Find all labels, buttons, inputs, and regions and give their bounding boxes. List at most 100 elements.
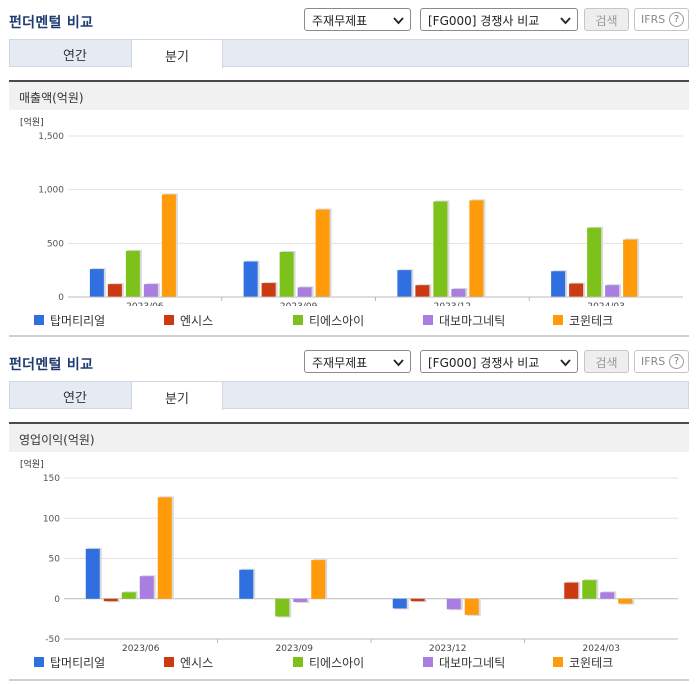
bar <box>446 598 461 610</box>
bar <box>315 209 330 297</box>
statement-type-value: 주재무제표 <box>312 356 368 370</box>
statement-type-select[interactable]: 주재무제표 <box>304 350 411 373</box>
legend-label: 엔시스 <box>180 656 214 670</box>
tab-annual[interactable]: 연간 <box>63 49 87 64</box>
statement-type-value: 주재무제표 <box>312 14 368 28</box>
bar <box>139 576 154 599</box>
bar <box>157 497 172 599</box>
help-icon[interactable]: ? <box>669 354 684 369</box>
peer-group-select[interactable]: [FG000] 경쟁사 비교 <box>420 350 578 373</box>
y-tick-label: 1,000 <box>38 186 64 196</box>
ifrs-button[interactable]: IFRS ? <box>634 350 689 373</box>
y-axis-unit-label: [억원] <box>20 458 44 470</box>
chevron-down-icon <box>393 359 404 367</box>
fundamental-section-revenue: 펀더멘털 비교 주재무제표 [FG000] 경쟁사 비교 검색 IFRS ? 연… <box>0 0 696 340</box>
tab-quarterly[interactable]: 분기 <box>131 39 223 68</box>
bar <box>451 288 466 297</box>
bar <box>623 239 638 297</box>
ifrs-label: IFRS <box>641 13 666 26</box>
chart-legend: 탑머티리얼 엔시스 티에스아이 대보마그네틱 코윈테크 <box>0 654 696 672</box>
bar <box>587 227 602 297</box>
legend-swatch <box>423 657 433 667</box>
bar <box>410 598 425 602</box>
x-tick-label: 2023/12 <box>434 302 471 306</box>
bar <box>121 592 136 599</box>
chevron-down-icon <box>393 17 404 25</box>
peer-group-value: [FG000] 경쟁사 비교 <box>428 14 540 28</box>
period-tabs: 연간 분기 <box>9 39 689 68</box>
ifrs-label: IFRS <box>641 355 666 368</box>
bar <box>582 580 597 599</box>
legend-swatch <box>293 315 303 325</box>
legend-swatch <box>164 315 174 325</box>
section-title: 펀더멘털 비교 <box>9 357 94 373</box>
bar <box>239 569 254 599</box>
legend-label: 탑머티리얼 <box>50 656 106 670</box>
bar <box>464 598 479 615</box>
legend-label: 대보마그네틱 <box>439 314 506 328</box>
y-tick-label: 50 <box>49 555 61 565</box>
bar <box>85 548 100 599</box>
peer-group-select[interactable]: [FG000] 경쟁사 비교 <box>420 8 578 31</box>
bar <box>551 271 566 297</box>
fundamental-section-operating-profit: 펀더멘털 비교 주재무제표 [FG000] 경쟁사 비교 검색 IFRS ? 연… <box>0 342 696 684</box>
section-header: 펀더멘털 비교 주재무제표 [FG000] 경쟁사 비교 검색 IFRS ? <box>0 342 696 380</box>
legend-label: 티에스아이 <box>309 314 365 328</box>
bar <box>279 251 294 297</box>
x-tick-label: 2023/09 <box>280 302 318 306</box>
legend-swatch <box>553 315 563 325</box>
bar <box>297 287 312 297</box>
y-tick-label: 0 <box>54 595 60 605</box>
bar <box>161 194 176 297</box>
y-tick-label: -50 <box>45 635 60 645</box>
x-tick-label: 2024/03 <box>583 644 620 654</box>
legend-label: 탑머티리얼 <box>50 314 106 328</box>
bar <box>618 598 633 604</box>
y-tick-label: 100 <box>43 514 60 524</box>
peer-group-value: [FG000] 경쟁사 비교 <box>428 356 540 370</box>
period-tabs: 연간 분기 <box>9 381 689 410</box>
y-tick-label: 500 <box>47 239 64 249</box>
operating-profit-bar-chart: [억원] -50 0 50 100 150 2023/06 2023/09 2023/12 202… <box>20 458 678 654</box>
ifrs-button[interactable]: IFRS ? <box>634 8 689 31</box>
tab-quarterly[interactable]: 분기 <box>131 381 223 410</box>
bar <box>600 592 615 599</box>
tab-annual[interactable]: 연간 <box>63 391 87 406</box>
legend-swatch <box>34 657 44 667</box>
y-tick-label: 0 <box>58 293 64 303</box>
statement-type-select[interactable]: 주재무제표 <box>304 8 411 31</box>
section-header: 펀더멘털 비교 주재무제표 [FG000] 경쟁사 비교 검색 IFRS ? <box>0 0 696 38</box>
bar <box>564 582 579 599</box>
bar <box>103 598 118 602</box>
x-tick-label: 2023/12 <box>429 644 466 654</box>
legend-swatch <box>164 657 174 667</box>
x-tick-label: 2023/06 <box>126 302 164 306</box>
bar <box>293 598 308 602</box>
metric-title: 영업이익(억원) <box>9 422 689 452</box>
bar <box>397 270 412 297</box>
chart-legend: 탑머티리얼 엔시스 티에스아이 대보마그네틱 코윈테크 <box>0 312 696 330</box>
help-icon[interactable]: ? <box>669 12 684 27</box>
bar <box>311 560 326 599</box>
section-title: 펀더멘털 비교 <box>9 15 94 31</box>
bar <box>125 250 140 297</box>
x-tick-label: 2024/03 <box>587 302 624 306</box>
bar <box>569 283 584 297</box>
legend-label: 코윈테크 <box>569 656 614 670</box>
legend-label: 티에스아이 <box>309 656 365 670</box>
bar <box>261 283 276 297</box>
chevron-down-icon <box>560 17 571 25</box>
bar <box>107 284 122 297</box>
legend-swatch <box>293 657 303 667</box>
legend-label: 코윈테크 <box>569 314 614 328</box>
search-button[interactable]: 검색 <box>584 8 629 31</box>
search-button[interactable]: 검색 <box>584 350 629 373</box>
bar <box>433 201 448 297</box>
revenue-bar-chart: [억원] 0 500 1,000 1,500 2023/06 2023/09 2023/12 2… <box>20 116 683 306</box>
chevron-down-icon <box>560 359 571 367</box>
bar <box>243 261 258 297</box>
legend-swatch <box>423 315 433 325</box>
bar <box>143 284 158 297</box>
bar <box>415 285 430 297</box>
legend-swatch <box>34 315 44 325</box>
